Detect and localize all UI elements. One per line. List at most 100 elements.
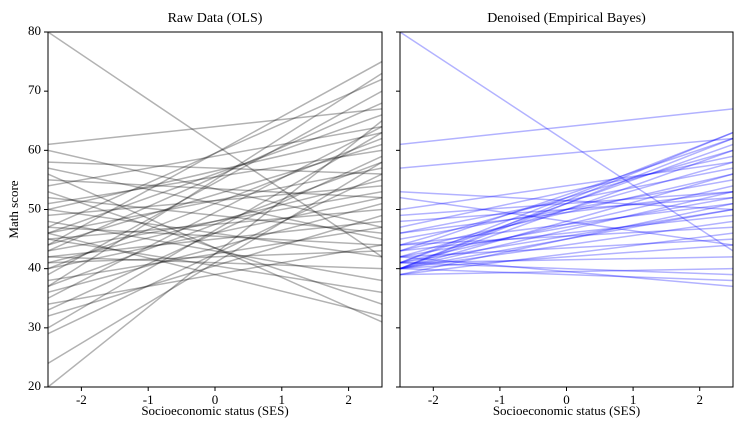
y-tick-label: 20 <box>28 378 41 393</box>
series-line <box>400 161 733 258</box>
series-line <box>400 137 733 169</box>
series-line <box>48 108 382 146</box>
series-line <box>400 173 733 252</box>
series-line <box>48 125 382 299</box>
series-line <box>48 173 382 335</box>
series-line <box>48 173 382 323</box>
series-line <box>48 161 382 364</box>
series-line <box>48 72 382 288</box>
series-line <box>400 196 733 246</box>
series-line <box>400 226 733 246</box>
y-tick-label: 80 <box>28 23 41 38</box>
series-line <box>48 131 382 211</box>
series-line <box>400 191 733 234</box>
y-tick-label: 60 <box>28 141 41 156</box>
series-line <box>48 149 382 228</box>
x-tick-label: 1 <box>630 392 637 407</box>
series-line <box>400 256 733 264</box>
x-tick-label: 2 <box>345 392 352 407</box>
y-tick-label: 50 <box>28 200 41 215</box>
series-line <box>48 60 382 246</box>
series-line <box>400 191 733 217</box>
series-line <box>400 262 733 276</box>
series-line <box>48 226 382 282</box>
series-line <box>48 125 382 187</box>
series-line <box>48 155 382 311</box>
series-line <box>48 185 382 217</box>
series-line <box>48 167 382 234</box>
series-line <box>48 114 382 234</box>
series-line <box>48 191 382 305</box>
x-tick-label: 2 <box>696 392 703 407</box>
series-line <box>48 179 382 264</box>
series-line <box>400 267 733 276</box>
series-line <box>400 202 733 276</box>
series-line <box>48 90 382 276</box>
series-line <box>48 226 382 246</box>
series-line <box>400 131 733 270</box>
series-line <box>400 220 733 270</box>
series-line <box>400 155 733 228</box>
series-line <box>400 167 733 234</box>
series-line <box>48 220 382 258</box>
series-line <box>400 256 733 288</box>
x-axis-label: Socioeconomic status (SES) <box>493 403 640 418</box>
series-line <box>48 179 382 199</box>
x-tick-label: -2 <box>76 392 87 407</box>
series-line <box>400 149 733 270</box>
series-line <box>400 32 733 252</box>
y-tick-label: 30 <box>28 319 41 334</box>
series-line <box>400 232 733 276</box>
series-line <box>400 149 733 246</box>
lines <box>48 32 382 387</box>
series-line <box>48 161 382 175</box>
x-tick-label: 1 <box>279 392 286 407</box>
series-line <box>48 232 382 317</box>
series-line <box>400 191 733 211</box>
series-line <box>48 238 382 294</box>
x-tick-label: 0 <box>563 392 570 407</box>
series-line <box>400 161 733 211</box>
series-line <box>400 202 733 246</box>
series-line <box>400 238 733 258</box>
series-line <box>48 78 382 228</box>
x-tick-label: -1 <box>494 392 505 407</box>
series-line <box>48 191 382 252</box>
y-tick-label: 70 <box>28 82 41 97</box>
series-line <box>400 208 733 264</box>
series-line <box>48 167 382 240</box>
series-line <box>400 179 733 240</box>
series-line <box>48 214 382 317</box>
y-axis-label: Math score <box>6 180 21 238</box>
series-line <box>400 173 733 270</box>
x-axis-label: Socioeconomic status (SES) <box>141 403 288 418</box>
series-line <box>48 256 382 270</box>
series-line <box>48 202 382 294</box>
series-line <box>400 244 733 270</box>
lines <box>400 32 733 288</box>
series-line <box>400 143 733 264</box>
x-tick-label: -1 <box>143 392 154 407</box>
series-line <box>400 214 733 252</box>
series-line <box>48 244 382 305</box>
x-tick-label: 0 <box>212 392 219 407</box>
series-line <box>400 208 733 270</box>
series-line <box>48 220 382 282</box>
series-line <box>400 137 733 270</box>
x-tick-label: -2 <box>428 392 439 407</box>
series-line <box>48 32 382 258</box>
series-line <box>400 108 733 146</box>
series-line <box>48 196 382 270</box>
series-line <box>400 196 733 223</box>
series-line <box>48 131 382 329</box>
series-line <box>400 196 733 258</box>
series-line <box>400 185 733 264</box>
series-line <box>48 120 382 387</box>
chart-title: Raw Data (OLS) <box>168 11 263 26</box>
series-line <box>48 149 382 205</box>
series-line <box>48 143 382 246</box>
chart-title: Denoised (Empirical Bayes) <box>487 11 646 26</box>
series-line <box>48 208 382 258</box>
series-line <box>48 208 382 240</box>
